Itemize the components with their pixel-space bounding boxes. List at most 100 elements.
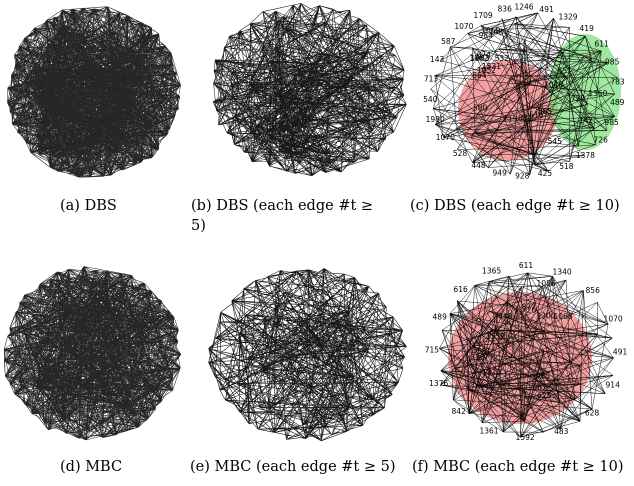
node-label: 419 — [580, 24, 595, 33]
edge-group — [208, 268, 407, 442]
node-label: 715 — [425, 346, 440, 355]
node-label: 518 — [559, 162, 574, 171]
node-label: 726 — [594, 136, 609, 145]
graph-panel-e — [202, 258, 412, 448]
node-label: 1086 — [537, 279, 556, 288]
node-label: 448 — [471, 161, 486, 170]
node-label: 864 — [472, 71, 487, 80]
node-label: 1376 — [429, 379, 448, 388]
node-label: 1552 — [486, 332, 505, 341]
node-label: 856 — [586, 286, 601, 295]
node-label: 1980 — [426, 115, 445, 124]
node-label: 1062 — [469, 54, 488, 63]
node-label: 1709 — [474, 11, 493, 20]
node-label: 720 — [571, 94, 586, 103]
node-label: 611 — [595, 40, 610, 49]
edge-group — [3, 266, 182, 441]
node-label: 836 — [498, 5, 513, 14]
node-label: 985 — [604, 118, 619, 127]
node-label: 532 — [495, 54, 510, 63]
node-label: 985 — [605, 58, 620, 67]
node-label: 1070 — [436, 133, 455, 142]
node-label: 1360 — [588, 89, 607, 98]
node-label: 1067 — [528, 383, 547, 392]
node-label: 491 — [613, 347, 628, 356]
node-label: 748 — [489, 28, 504, 37]
node-label: 949 — [493, 168, 508, 177]
node-label: 674 — [477, 51, 492, 60]
graph-f: 611 1340 856 1070 491 914 628 483 1592 1361 842 137… — [425, 261, 628, 442]
node-label: 884 — [518, 114, 533, 123]
edge-group — [430, 12, 618, 176]
node-label: 587 — [441, 37, 456, 46]
node-label: 551 — [558, 67, 573, 76]
node-label: 1952 — [477, 66, 496, 75]
node-label: 528 — [453, 149, 468, 158]
node-label: 928 — [515, 171, 530, 180]
caption-e: (e) MBC (each edge #t ≥ 5) — [190, 459, 396, 475]
node-label: 628 — [585, 408, 600, 417]
graph-panel-a — [0, 0, 190, 185]
graph-e — [208, 268, 407, 442]
node-label: 719 — [503, 115, 518, 124]
node-label: 1592 — [516, 433, 535, 442]
node-label: 616 — [453, 285, 468, 294]
node-label: 545 — [548, 137, 563, 146]
node-label: 143 — [430, 55, 445, 64]
caption-b-line1: (b) DBS (each edge #t ≥ — [191, 198, 374, 214]
node-label: 885 — [538, 107, 553, 116]
node-label: 425 — [538, 169, 553, 178]
node-label: 1365 — [482, 267, 501, 276]
highlight-region-2 — [549, 34, 621, 150]
edge-group — [439, 272, 614, 438]
node-label: 1531 — [482, 62, 501, 71]
node-label: 1070 — [604, 314, 623, 323]
node-label: 580 — [473, 104, 488, 113]
node-label: 1068 — [481, 26, 500, 35]
node-label: 1048 — [544, 81, 563, 90]
graph-panel-b — [202, 0, 412, 185]
node-label: 540 — [423, 95, 438, 104]
caption-a: (a) DBS — [60, 198, 117, 214]
node-label: 914 — [606, 381, 621, 390]
node-label: 842 — [452, 407, 467, 416]
node-label: 1329 — [558, 13, 577, 22]
graph-panel-c: 1246 491 1329 419 611 985 783 489 985 726 1378 518 4… — [420, 0, 634, 188]
node-label: 142 — [579, 116, 594, 125]
node-label: 1361 — [479, 426, 498, 435]
node-label: 877 — [522, 303, 537, 312]
node-label: 581 — [477, 347, 492, 356]
caption-d: (d) MBC — [60, 459, 123, 475]
node-label: 1378 — [576, 151, 595, 160]
edge-group — [212, 3, 407, 177]
node-label: 713 — [424, 75, 439, 84]
node-label: 625 — [537, 391, 552, 400]
node-label: 328 — [470, 353, 485, 362]
edge-group — [7, 6, 181, 178]
node-label: 1246 — [514, 3, 533, 12]
node-label: 1068 — [553, 312, 572, 321]
graph-b — [212, 3, 407, 177]
caption-b-line2: 5) — [191, 218, 206, 234]
caption-c: (c) DBS (each edge #t ≥ 10) — [410, 198, 620, 214]
node-label: 1300 — [536, 312, 555, 321]
node-label: 448 — [498, 312, 513, 321]
node-label: 783 — [610, 78, 625, 87]
node-label: 489 — [610, 98, 625, 107]
node-label: 611 — [519, 261, 534, 270]
node-label: 726 — [522, 305, 537, 314]
node-label: 491 — [539, 5, 554, 14]
node-label: 1063 — [471, 54, 490, 63]
node-label: 483 — [554, 427, 569, 436]
node-label: 489 — [433, 313, 448, 322]
node-label: 985 — [536, 371, 551, 380]
caption-f: (f) MBC (each edge #t ≥ 10) — [412, 459, 624, 475]
graph-d — [3, 266, 182, 441]
node-label: 984 — [479, 31, 494, 40]
node-label: 1340 — [553, 267, 572, 276]
graph-panel-f: 611 1340 856 1070 491 914 628 483 1592 1361 842 137… — [420, 258, 634, 448]
graph-a — [7, 6, 181, 178]
node-label: 1313 — [482, 368, 501, 377]
node-label: 616 — [529, 110, 544, 119]
